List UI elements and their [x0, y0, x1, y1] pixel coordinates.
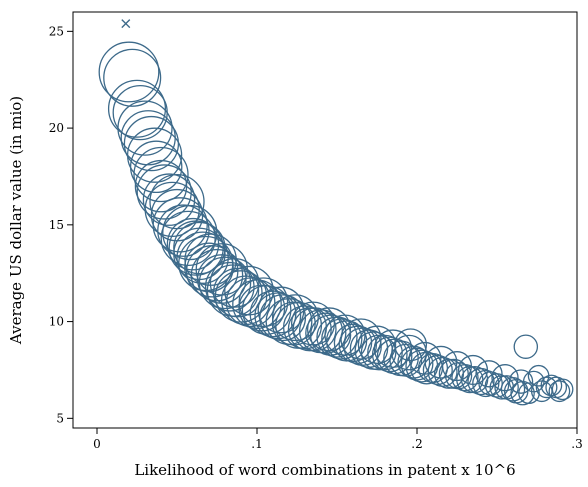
labels: 0 .1 .2 .3 5 10 15 20 25 Likelihood of word combi… [7, 24, 583, 479]
scatter-point [257, 286, 305, 334]
scatter-point [548, 380, 571, 403]
scatter-point [271, 294, 319, 342]
scatter-point [424, 345, 458, 379]
scatter-point [475, 360, 503, 388]
scatter-point [238, 277, 289, 328]
scatter-point [321, 318, 363, 360]
scatter-point [290, 301, 336, 346]
y-tick-label: 10 [49, 315, 64, 329]
scatter-point [394, 328, 428, 362]
scatter-point [152, 197, 208, 253]
scatter-point [441, 351, 473, 382]
scatter-point [129, 140, 183, 194]
scatter-point [467, 367, 495, 396]
scatter-point [540, 374, 563, 397]
scatter-point [224, 265, 274, 316]
scatter-point [373, 329, 413, 368]
x-axis-title: Likelihood of word combinations in paten… [134, 461, 515, 479]
x-tick-label: 0 [93, 437, 101, 451]
scatter-point [209, 258, 260, 308]
scatter-point [451, 364, 479, 392]
y-tick-label: 20 [49, 121, 64, 135]
scatter-point [107, 79, 167, 138]
axes [67, 11, 578, 434]
scatter-point [484, 373, 510, 398]
scatter-point [510, 380, 535, 406]
scatter-point [212, 267, 263, 318]
scatter-point [103, 48, 162, 107]
scatter-point [173, 221, 226, 275]
y-axis-title: Average US dollar value (in mio) [7, 96, 25, 345]
scatter-point [232, 279, 282, 330]
scatter-point [422, 354, 453, 386]
x-tick-label: .2 [411, 437, 422, 451]
scatter-point [491, 364, 519, 392]
scatter-point [472, 369, 500, 398]
outlier-marker [121, 19, 131, 29]
scatter-point [149, 173, 205, 230]
scatter-point [500, 377, 526, 402]
scatter-point [98, 41, 160, 103]
scatter-point [391, 334, 427, 371]
plot-frame [72, 11, 578, 429]
scatter-point [142, 173, 196, 226]
scatter-point [117, 100, 173, 156]
scatter-point [340, 318, 382, 360]
scatter-point [190, 248, 244, 302]
y-tick-label: 25 [49, 24, 64, 38]
scatter-point [225, 277, 276, 328]
scatter-point [195, 243, 249, 296]
scatter-point [535, 376, 558, 399]
scatter-point [357, 325, 397, 365]
x-tick-label: .1 [251, 437, 262, 451]
scatter-point [457, 354, 489, 386]
scatter-point [126, 127, 183, 183]
scatter-point [162, 204, 218, 261]
scatter-point [360, 334, 397, 371]
scatter-point [333, 323, 373, 363]
scatter-point [306, 307, 352, 352]
scatter-point [136, 164, 192, 220]
scatter-point [513, 334, 539, 359]
y-tick-label: 5 [56, 411, 64, 425]
y-tick-label: 15 [49, 218, 64, 232]
scatter-point [408, 341, 442, 375]
marks [98, 19, 574, 406]
scatter-point [324, 314, 366, 356]
scatter-point [133, 146, 189, 203]
scatter-point [367, 334, 403, 371]
scatter-point [508, 369, 534, 394]
scatter-point [551, 378, 574, 401]
outlier-stroke [121, 19, 131, 29]
x-tick-label: .3 [571, 437, 582, 451]
